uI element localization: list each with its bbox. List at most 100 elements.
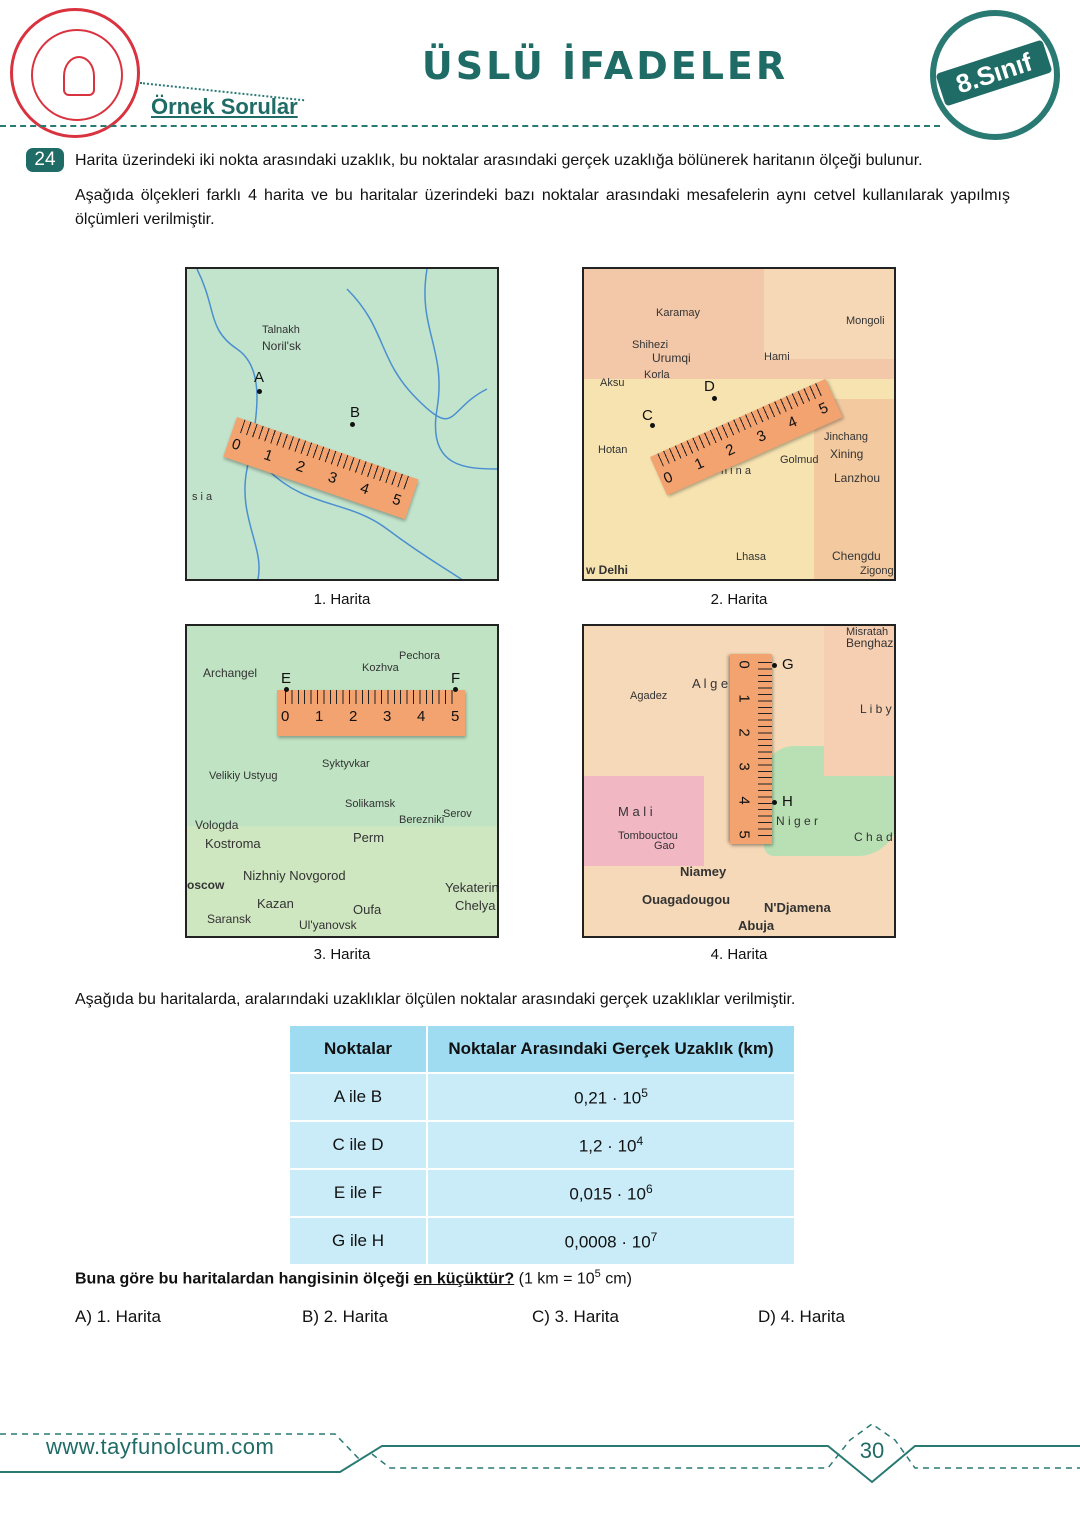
distance-table: Noktalar Noktalar Arasındaki Gerçek Uzak… xyxy=(288,1024,796,1266)
unit-note-exponent: 5 xyxy=(594,1268,601,1280)
option-a[interactable]: A) 1. Harita xyxy=(75,1307,161,1326)
ruler-number: 2 xyxy=(349,708,358,725)
point-label: C xyxy=(642,407,653,424)
map-label: Jinchang xyxy=(824,431,869,443)
map-label: Benghazi xyxy=(846,636,896,650)
map-label: Kazan xyxy=(257,896,294,911)
table-row: A ile B 0,21 · 105 xyxy=(290,1074,794,1120)
ruler-vertical: 0 1 2 3 4 5 xyxy=(730,654,772,844)
map-label: Shihezi xyxy=(632,339,669,351)
map-label: Hotan xyxy=(598,444,628,456)
map-1-caption: 1. Harita xyxy=(313,591,371,608)
map-label: Yekaterin xyxy=(445,880,499,895)
ruler-number: 4 xyxy=(785,413,800,433)
ruler-number: 4 xyxy=(357,479,372,499)
ruler-number: 1 xyxy=(315,708,324,725)
ruler-number: 1 xyxy=(692,454,707,474)
unit-note-end: cm) xyxy=(600,1270,632,1288)
point-pair: A ile B xyxy=(290,1074,426,1120)
map-label: Golmud xyxy=(780,454,819,466)
map-label: Korla xyxy=(644,369,670,381)
map-1-rivers xyxy=(196,269,497,579)
point-label: F xyxy=(451,670,461,687)
ruler-number: 5 xyxy=(735,830,753,839)
distance-exponent: 6 xyxy=(645,1181,653,1196)
map-label: Zigong xyxy=(860,565,894,577)
table-header-row: Noktalar Noktalar Arasındaki Gerçek Uzak… xyxy=(290,1026,794,1072)
section-title: Örnek Sorular xyxy=(151,94,298,119)
ruler-number: 2 xyxy=(723,440,738,460)
map-2: Karamay Shihezi Urumqi Korla Aksu Hami G… xyxy=(582,267,896,581)
question-text-1: Harita üzerindeki iki nokta arasındaki u… xyxy=(75,152,923,169)
map-label: Mongoli xyxy=(846,315,885,327)
map-label: Archangel xyxy=(203,666,258,680)
map-label: Agadez xyxy=(630,690,668,702)
point-label: A xyxy=(254,369,265,386)
map-label: Perm xyxy=(353,830,385,845)
option-c[interactable]: C) 3. Harita xyxy=(532,1307,619,1326)
distance-exponent: 7 xyxy=(650,1229,658,1244)
map-label: Talnakh xyxy=(262,324,300,336)
distance-exponent: 5 xyxy=(641,1085,648,1100)
option-b[interactable]: B) 2. Harita xyxy=(302,1307,388,1326)
real-distance: 0,0008 · 107 xyxy=(428,1218,794,1264)
map-label: Ul'yanovsk xyxy=(299,918,357,932)
map-label: Lanzhou xyxy=(834,471,881,485)
table-row: C ile D 1,2 · 104 xyxy=(290,1122,794,1168)
footer-website[interactable]: www.tayfunolcum.com xyxy=(46,1434,275,1459)
ruler-number: 0 xyxy=(735,660,753,669)
map-label: Ouagadougou xyxy=(642,892,731,907)
distance-exponent: 4 xyxy=(636,1133,644,1148)
point-label: H xyxy=(782,793,793,810)
ruler-number: 0 xyxy=(281,708,290,725)
map-label: Serov xyxy=(443,808,472,820)
column-header: Noktalar xyxy=(290,1026,426,1072)
map-label: Hami xyxy=(764,351,790,363)
unit-note: (1 km = 10 xyxy=(514,1270,595,1288)
map-label: Oufa xyxy=(353,902,382,917)
ruler-number: 0 xyxy=(660,468,676,488)
map-label: Syktyvkar xyxy=(322,758,370,770)
map-label: A l g e xyxy=(692,676,729,691)
map-3: Archangel Kozhva Pechora Syktyvkar Velik… xyxy=(185,624,499,938)
ruler-number: 0 xyxy=(229,435,243,455)
map-label: L i b y xyxy=(860,702,892,716)
map-label: Abuja xyxy=(738,918,775,933)
tayfun-hoca-stamp: 8.Sınıf xyxy=(930,10,1060,140)
map-label: Xining xyxy=(830,447,864,461)
map-label: Chengdu xyxy=(832,549,881,563)
point-label: D xyxy=(704,378,715,395)
prompt-text: Buna göre bu haritalardan hangisinin ölç… xyxy=(75,1270,414,1288)
ruler-number: 4 xyxy=(417,708,426,725)
prompt-emphasis: en küçüktür? xyxy=(413,1270,515,1288)
map-label: N i g e r xyxy=(776,814,819,828)
real-distance: 0,21 · 105 xyxy=(428,1074,794,1120)
question-text-2: Aşağıda ölçekleri farklı 4 harita ve bu … xyxy=(75,187,1010,228)
ruler-number: 3 xyxy=(383,708,392,725)
option-d[interactable]: D) 4. Harita xyxy=(758,1307,845,1326)
point-pair: C ile D xyxy=(290,1122,426,1168)
map-label: Gao xyxy=(654,840,675,852)
distance-value: 1,2 · 10 xyxy=(578,1136,637,1156)
map-4: Misratah Benghazi A l g e L i b y M a l … xyxy=(582,624,896,938)
ruler: 0 1 2 3 4 5 xyxy=(277,690,465,736)
table-row: G ile H 0,0008 · 107 xyxy=(290,1218,794,1264)
map-label: Aksu xyxy=(600,377,625,389)
map-label: Karamay xyxy=(656,307,701,319)
ruler-number: 4 xyxy=(735,796,753,805)
ruler-number: 3 xyxy=(754,426,769,446)
point-pair: G ile H xyxy=(290,1218,426,1264)
meb-logo xyxy=(10,8,140,138)
question-number: 24 xyxy=(26,148,64,172)
map-label: N'Djamena xyxy=(764,900,831,915)
ruler-number: 3 xyxy=(325,468,340,488)
ruler-number: 5 xyxy=(451,708,460,725)
map-label: Lhasa xyxy=(736,551,766,563)
page-title: ÜSLÜ İFADELER xyxy=(421,44,789,88)
ruler-number: 5 xyxy=(390,490,404,510)
column-header: Noktalar Arasındaki Gerçek Uzaklık (km) xyxy=(428,1026,794,1072)
question-text-3: Aşağıda bu haritalarda, aralarındaki uza… xyxy=(75,991,796,1008)
ruler-number: 2 xyxy=(735,728,753,737)
map-label: Noril'sk xyxy=(262,339,301,353)
